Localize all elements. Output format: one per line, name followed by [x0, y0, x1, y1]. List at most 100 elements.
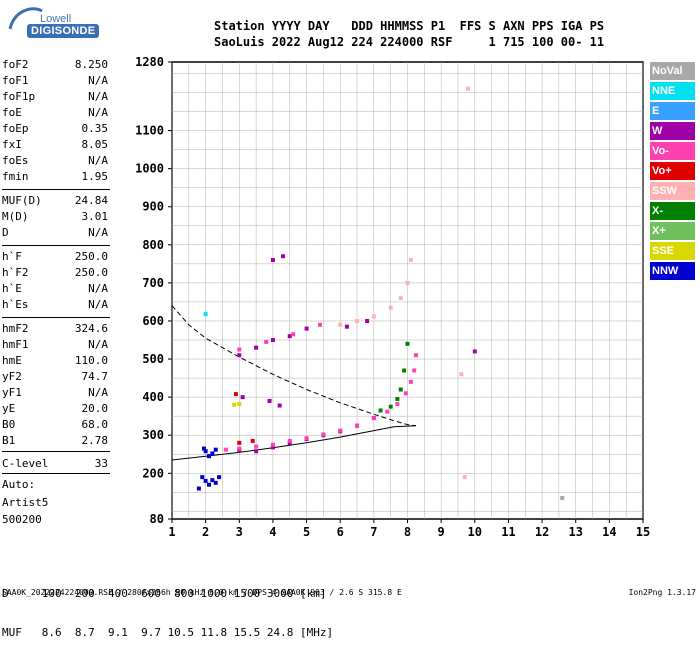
parameter-value: N/A — [88, 106, 108, 119]
legend-item: NNW — [650, 262, 695, 280]
parameter-row: foF2 8.250 — [2, 58, 108, 74]
x-tick-label: 6 — [337, 525, 344, 539]
echo-point — [200, 475, 205, 480]
echo-point — [371, 416, 376, 421]
parameter-name: foF1p — [2, 90, 36, 103]
parameter-name: yE — [2, 402, 16, 415]
parameter-row: hmE 110.0 — [2, 354, 108, 370]
footer-muf-row: MUF 8.6 8.7 9.1 9.7 10.5 11.8 15.5 24.8 … — [2, 626, 334, 639]
parameter-value: N/A — [88, 298, 108, 311]
parameter-value: 250.0 — [74, 266, 108, 279]
echo-point — [344, 324, 349, 329]
header-line-1: Station YYYY DAY DDD HHMMSS P1 FFS S AXN… — [214, 19, 605, 33]
parameter-divider — [2, 245, 110, 246]
echo-point — [388, 305, 393, 310]
parameter-name: foF1 — [2, 74, 29, 87]
x-tick-label: 15 — [636, 525, 650, 539]
parameter-value: 250.0 — [74, 250, 108, 263]
parameter-value: 110.0 — [74, 354, 108, 367]
parameter-row: D N/A — [2, 226, 108, 242]
x-tick-label: 8 — [404, 525, 411, 539]
parameter-name: hmE — [2, 354, 22, 367]
parameter-name: foE — [2, 106, 22, 119]
echo-point — [304, 436, 309, 441]
parameter-value: 0.35 — [81, 122, 109, 135]
logo-mark — [8, 7, 43, 30]
parameter-name: foEp — [2, 122, 29, 135]
ionogram-chart: 1 2 3 4 5 6 7 8 9 10 11 12 13 14 158020030040050060070… — [135, 55, 650, 539]
parameter-name: fxI — [2, 138, 22, 151]
parameter-name: h`E — [2, 282, 22, 295]
echo-point — [270, 442, 275, 447]
footer-version: Ion2Png 1.3.17 — [628, 588, 696, 597]
x-tick-label: 14 — [602, 525, 616, 539]
parameter-value: N/A — [88, 74, 108, 87]
echo-point — [207, 454, 212, 459]
parameter-value: N/A — [88, 282, 108, 295]
x-tick-label: 1 — [168, 525, 175, 539]
parameter-row: foF1p N/A — [2, 90, 108, 106]
parameter-name: h`Es — [2, 298, 29, 311]
echo-point — [270, 258, 275, 263]
parameter-divider — [2, 473, 110, 474]
parameter-divider — [2, 317, 110, 318]
echo-point — [291, 332, 296, 337]
echo-point — [203, 478, 208, 483]
auto-scaling-text: Auto: — [2, 478, 36, 491]
parameter-value: 33 — [94, 457, 108, 470]
echo-point — [403, 391, 408, 396]
echo-point — [560, 496, 565, 501]
echo-point — [240, 395, 245, 400]
parameter-row: foE N/A — [2, 106, 108, 122]
parameter-row: hmF2 324.6 — [2, 322, 108, 338]
legend-item: X+ — [650, 222, 695, 240]
parameter-row: C-level 33 — [2, 457, 108, 473]
parameter-row: MUF(D) 24.84 — [2, 194, 108, 210]
parameter-value: 74.7 — [81, 370, 109, 383]
echo-point — [203, 449, 208, 454]
echo-point — [267, 398, 272, 403]
parameter-row: yE 20.0 — [2, 402, 108, 418]
echo-point — [388, 404, 393, 409]
x-tick-label: 7 — [370, 525, 377, 539]
profile-line-solid — [171, 425, 416, 461]
parameter-divider — [2, 451, 110, 452]
parameter-row: foF1 N/A — [2, 74, 108, 90]
parameter-name: C-level — [2, 457, 49, 470]
parameter-value: 2.78 — [81, 434, 109, 447]
x-tick-label: 13 — [568, 525, 582, 539]
echo-point — [270, 445, 275, 450]
echo-point — [250, 438, 255, 443]
x-tick-label: 5 — [303, 525, 310, 539]
logo-arc-icon — [8, 7, 43, 30]
parameter-name: fmin — [2, 170, 29, 183]
footer-file-info: SAA0K_2022224224000.RSF / 280fx256h 50 k… — [2, 588, 402, 597]
echo-point — [237, 401, 242, 406]
parameter-value: 3.01 — [81, 210, 109, 223]
echo-point — [287, 334, 292, 339]
echo-point — [223, 447, 228, 452]
parameter-row: hmF1 N/A — [2, 338, 108, 354]
parameter-row: h`E N/A — [2, 282, 108, 298]
parameter-name: h`F — [2, 250, 22, 263]
echo-point — [207, 482, 212, 487]
parameter-name: yF2 — [2, 370, 22, 383]
echo-point — [472, 349, 477, 354]
x-tick-label: 9 — [438, 525, 445, 539]
footer-distance-row: D 100 200 400 600 800 1000 1500 3000 [km… — [2, 587, 327, 600]
parameter-name: yF1 — [2, 386, 22, 399]
parameter-name: B0 — [2, 418, 16, 431]
echo-point — [413, 353, 418, 358]
echo-point — [237, 353, 242, 358]
echo-point — [237, 347, 242, 352]
y-tick-label: 1000 — [135, 162, 164, 176]
legend-item: NoVal — [650, 62, 695, 80]
echo-point — [201, 446, 206, 451]
echo-point — [210, 451, 215, 456]
parameter-name: foEs — [2, 154, 29, 167]
parameter-row: yF2 74.7 — [2, 370, 108, 386]
y-tick-label: 500 — [142, 352, 164, 366]
parameter-row: h`Es N/A — [2, 298, 108, 314]
echo-point — [355, 318, 360, 323]
echo-point — [213, 447, 218, 452]
